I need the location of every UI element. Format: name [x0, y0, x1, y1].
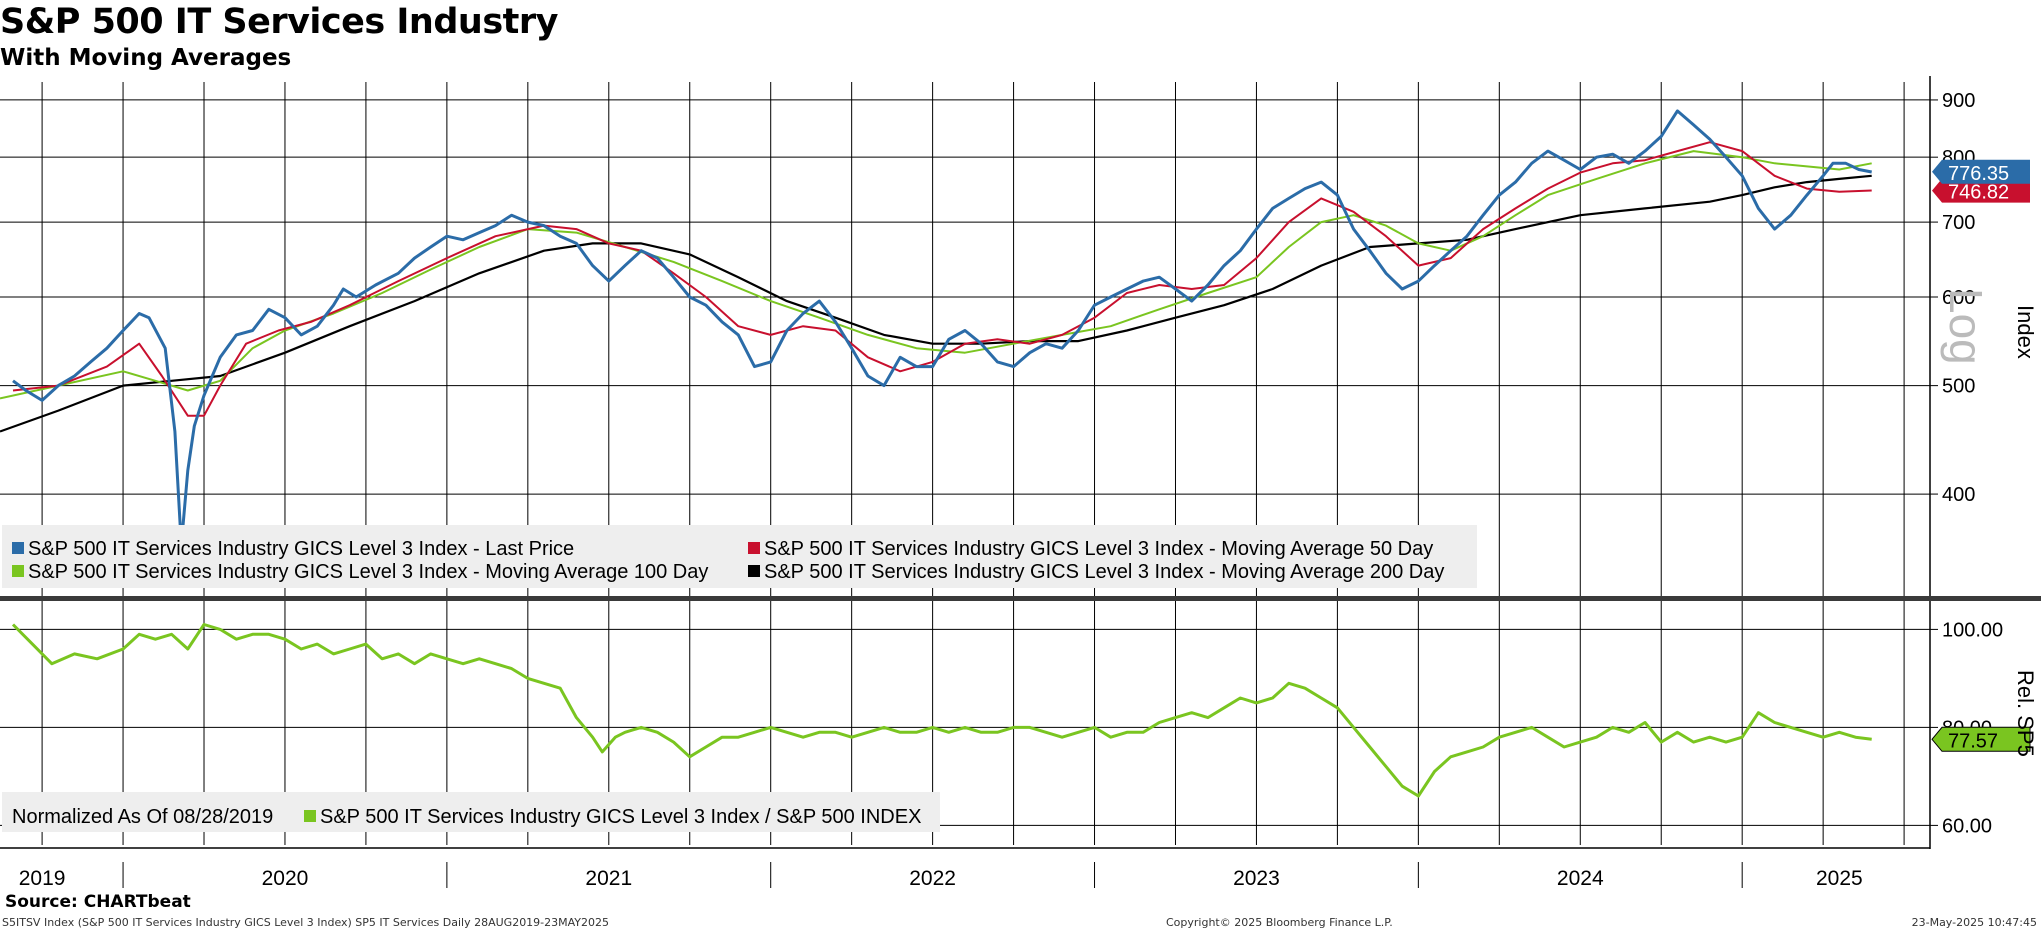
legend-swatch-ma50 [748, 542, 760, 554]
series-line-ma50 [12, 141, 1872, 417]
last-value-price: 776.35 [1948, 163, 2009, 185]
ticker-description: S5ITSV Index (S&P 500 IT Services Indust… [2, 916, 610, 929]
legend-label-ma100: S&P 500 IT Services Industry GICS Level … [28, 561, 708, 583]
last-value-relative-bg [1931, 726, 2031, 752]
last-value-ma50-bg [1932, 178, 2030, 203]
legend-swatch-ma100 [12, 565, 24, 577]
panel-divider [0, 596, 2041, 601]
chart-title: S&P 500 IT Services Industry [0, 2, 558, 42]
legend-label-ma200: S&P 500 IT Services Industry GICS Level … [764, 561, 1444, 583]
timestamp: 23-May-2025 10:47:45 [1911, 916, 2037, 929]
series-line-price [12, 109, 1872, 547]
legend-box [2, 525, 1477, 588]
legend-label-relative: S&P 500 IT Services Industry GICS Level … [320, 806, 921, 828]
x-tick-label: 2021 [585, 867, 632, 890]
copyright: Copyright© 2025 Bloomberg Finance L.P. [1166, 916, 1393, 929]
y-tick-label: 100.00 [1942, 619, 2003, 641]
x-tick-label: 2019 [19, 867, 66, 890]
legend-note: Normalized As Of 08/28/2019 [12, 806, 273, 828]
y-tick-label: 600 [1942, 287, 1975, 309]
legend-swatch-price [12, 542, 24, 554]
last-value-price-bg [1932, 159, 2030, 184]
legend-label-price: S&P 500 IT Services Industry GICS Level … [28, 538, 574, 560]
x-tick-label: 2022 [909, 867, 956, 890]
y-tick-label: 900 [1942, 90, 1975, 112]
legend-swatch-ma200 [748, 565, 760, 577]
x-tick-label: 2020 [262, 867, 309, 890]
series-line-ma200 [0, 174, 1872, 433]
x-tick-label: 2024 [1557, 867, 1604, 890]
y-axis-title-lower: Rel. SP5 [2013, 670, 2038, 757]
y-tick-label: 700 [1942, 212, 1975, 234]
last-value-ma50: 746.82 [1948, 182, 2009, 204]
legend-box-lower [2, 792, 940, 832]
source-label: Source: CHARTbeat [5, 892, 191, 912]
last-value-relative: 77.57 [1948, 730, 1998, 752]
y-tick-label: 400 [1942, 484, 1975, 506]
y-axis-title: Index [2013, 305, 2038, 359]
y-tick-label: 500 [1942, 376, 1975, 398]
chart-area: 400500600700800900100.0080.0060.00746.82… [0, 76, 2041, 890]
legend-label-ma50: S&P 500 IT Services Industry GICS Level … [764, 538, 1433, 560]
x-tick-label: 2025 [1816, 867, 1863, 890]
y-tick-label: 60.00 [1942, 815, 1992, 837]
series-line-relative [11, 623, 1872, 798]
x-tick-label: 2023 [1233, 867, 1280, 890]
scale-label: Log [1940, 288, 1992, 365]
legend-swatch-relative [304, 810, 316, 822]
chart-subtitle: With Moving Averages [0, 45, 292, 71]
